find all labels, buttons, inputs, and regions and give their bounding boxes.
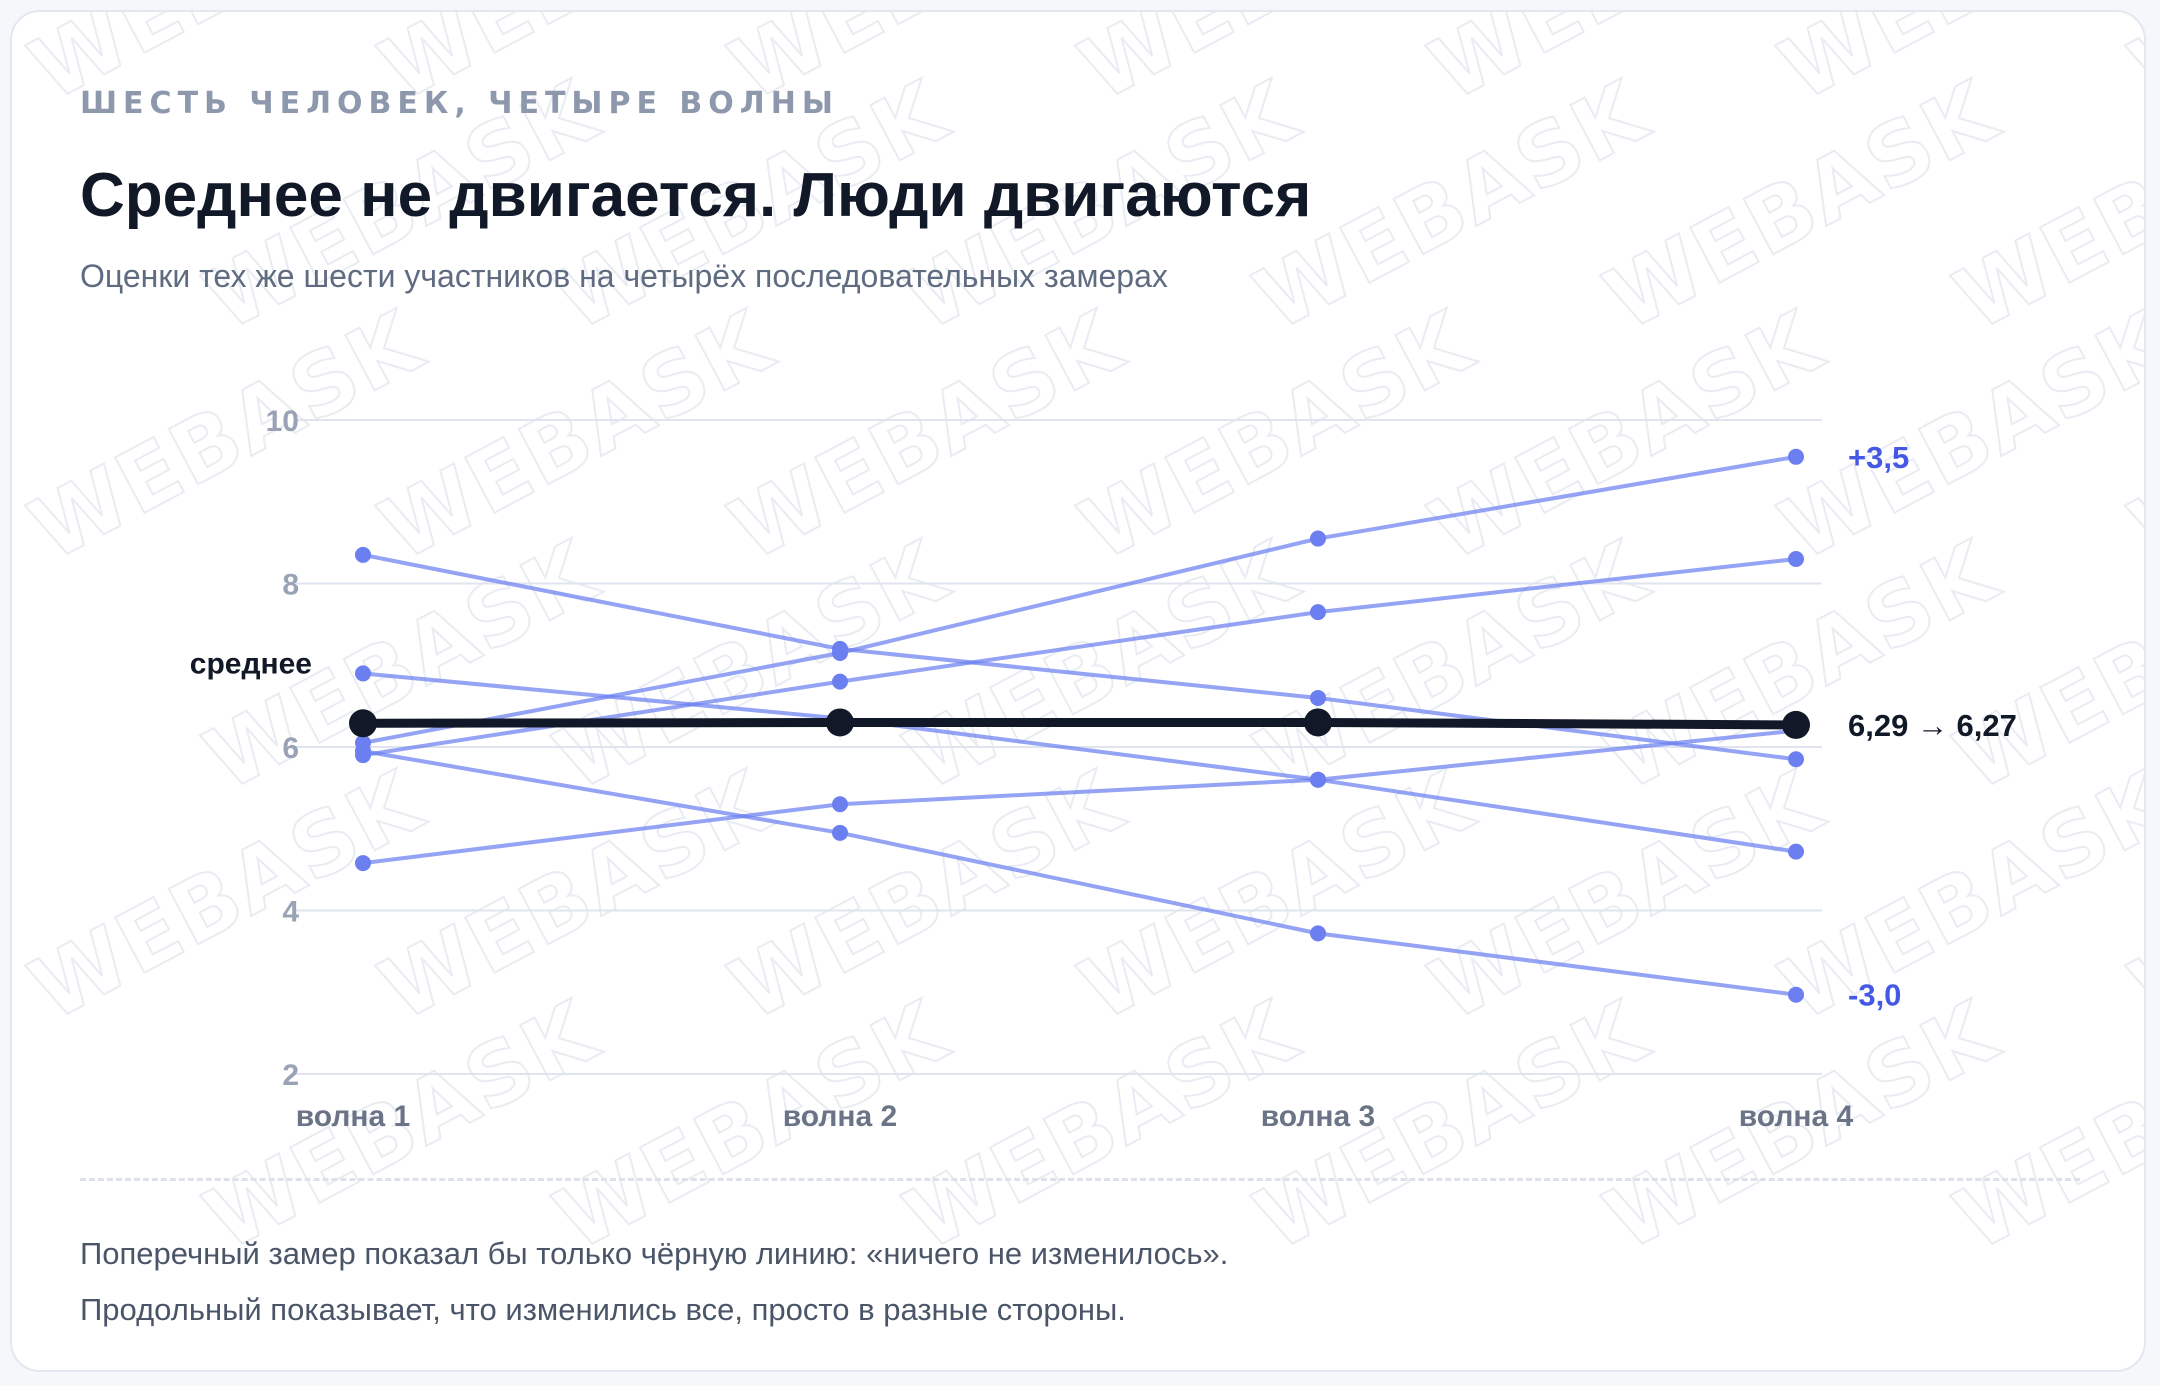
- y-tick-label: 8: [282, 569, 299, 602]
- participant-point: [1788, 843, 1804, 860]
- participant-point: [832, 673, 848, 690]
- participant-line: [361, 552, 1798, 762]
- chart-card: WEBASK WEBASK WEBASK WEBASK WEBASK WEBASK WEBA…: [10, 10, 2146, 1372]
- participant-line: [361, 749, 1798, 997]
- footer-divider: [80, 1178, 2080, 1181]
- participant-point: [1310, 604, 1326, 621]
- chart-title: Среднее не двигается. Люди двигаются: [80, 161, 1312, 230]
- eyebrow-label: ШЕСТЬ ЧЕЛОВЕК, ЧЕТЫРЕ ВОЛНЫ: [80, 86, 839, 121]
- annotation-min-change: -3,0: [1848, 978, 1901, 1013]
- mean-point: [1304, 708, 1332, 737]
- x-tick-label: волна 2: [783, 1100, 898, 1133]
- participant-line: [361, 671, 1798, 854]
- y-tick-label: 10: [266, 405, 299, 438]
- mean-series: [349, 708, 1810, 739]
- participant-point: [355, 546, 371, 563]
- participant-point: [1788, 550, 1804, 567]
- annotation-max-change: +3,5: [1848, 440, 1909, 475]
- mean-line: [358, 717, 1801, 730]
- participant-point: [1788, 448, 1804, 465]
- participant-point: [1788, 986, 1804, 1003]
- footer-note-cross-sectional: Поперечный замер показал бы только чёрну…: [80, 1236, 1229, 1271]
- mean-point: [349, 709, 377, 738]
- participant-point: [355, 743, 371, 760]
- participant-line: [361, 454, 1798, 745]
- y-tick-label: 6: [282, 732, 299, 765]
- participant-point: [1788, 751, 1804, 768]
- participant-point: [355, 665, 371, 682]
- participant-point: [1310, 925, 1326, 942]
- footer-note-longitudinal: Продольный показывает, что изменились вс…: [80, 1292, 1126, 1327]
- participant-point: [1310, 689, 1326, 706]
- participant-point: [832, 824, 848, 841]
- x-tick-label: волна 3: [1261, 1100, 1376, 1133]
- participant-point: [832, 796, 848, 813]
- participant-point: [1310, 771, 1326, 788]
- x-tick-label: волна 4: [1739, 1100, 1854, 1133]
- participant-point: [1310, 530, 1326, 547]
- mean-point: [1782, 710, 1810, 739]
- individual-series: [355, 448, 1804, 1003]
- participant-line: [361, 728, 1798, 866]
- annotation-mean-change: 6,29 → 6,27: [1848, 708, 2017, 743]
- x-tick-label: волна 1: [296, 1100, 411, 1133]
- y-tick-label: 2: [282, 1059, 299, 1092]
- y-tick-label: 4: [282, 896, 299, 929]
- line-chart: 2 4 6 8 10 волна 1 волна 2 волна 3 волна 4 средне…: [190, 405, 2017, 1133]
- participant-point: [832, 640, 848, 657]
- participant-point: [355, 855, 371, 872]
- chart-subtitle: Оценки тех же шести участников на четырё…: [80, 258, 1168, 294]
- mean-series-label: среднее: [190, 647, 312, 680]
- mean-point: [826, 708, 854, 737]
